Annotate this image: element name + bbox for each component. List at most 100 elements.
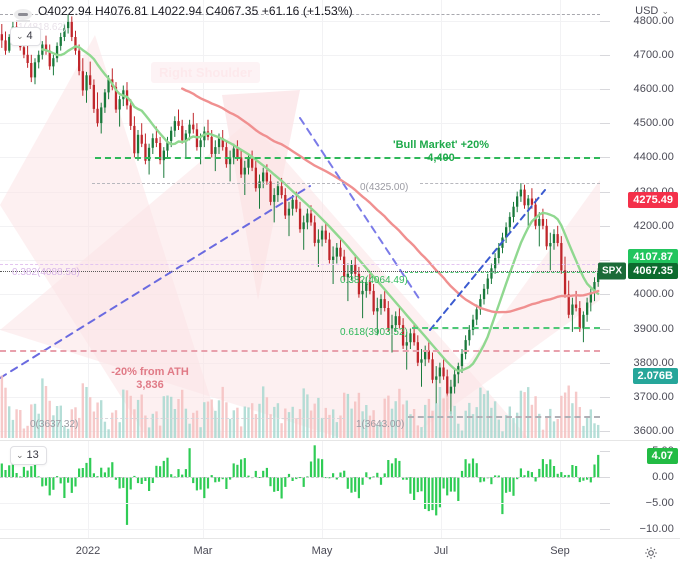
candle-body <box>151 138 154 148</box>
candle-body <box>398 316 401 326</box>
candle-body <box>512 206 515 217</box>
level-fib-0382-4064 <box>405 272 600 274</box>
sub-value-badge[interactable]: 4.07 <box>646 448 678 465</box>
candle-body <box>254 167 257 189</box>
gridline-horizontal <box>0 123 600 125</box>
histogram-bar <box>365 472 368 478</box>
indicator-axis[interactable]: 5.000.00−5.00−10.004.07 <box>600 441 680 539</box>
histogram-bar <box>424 477 427 509</box>
candle-body <box>251 158 254 168</box>
candle-body <box>232 148 235 158</box>
price-tick-label: 3900.00 <box>633 322 674 335</box>
histogram-bar <box>589 477 592 483</box>
volume-bar <box>501 431 504 438</box>
candle-body <box>516 196 519 207</box>
histogram-bar <box>92 473 95 478</box>
volume-bar <box>567 385 570 438</box>
histogram-bar <box>221 477 224 480</box>
histogram-bar <box>464 459 467 478</box>
candle-body <box>37 54 40 63</box>
candle-body <box>107 79 110 93</box>
candle-body <box>586 302 589 315</box>
time-axis[interactable]: 2022 Mar May Jul Sep <box>0 538 680 563</box>
volume-bar <box>30 404 33 438</box>
candle-body <box>320 230 324 240</box>
candle-body <box>354 264 357 274</box>
hide-icon[interactable] <box>12 6 34 26</box>
histogram-bar <box>505 477 508 493</box>
histogram-bar <box>30 466 33 478</box>
histogram-bar <box>541 459 544 478</box>
volume-bar <box>449 411 453 438</box>
gear-icon[interactable] <box>644 546 658 560</box>
last-price-badge[interactable]: 4067.35 <box>628 263 678 280</box>
indicator-plot-area[interactable] <box>0 441 600 539</box>
volume-bar <box>287 412 291 438</box>
candle-body <box>188 124 191 134</box>
candle-body <box>438 367 441 377</box>
volume-bar <box>497 419 500 438</box>
candle-body <box>192 124 195 130</box>
candle-body <box>55 45 59 59</box>
histogram-bar <box>269 477 272 487</box>
candle-body <box>387 308 390 329</box>
volume-bar <box>457 423 460 438</box>
volume-bar <box>416 425 419 438</box>
volume-bar <box>582 425 585 438</box>
candle-body <box>96 108 99 124</box>
candle-body <box>262 172 265 182</box>
volume-bar <box>192 412 195 438</box>
histogram-bar <box>431 477 434 511</box>
candle-body <box>482 288 486 300</box>
histogram-bar <box>575 466 578 478</box>
level-fib-0-4325 <box>420 183 600 185</box>
indicator-pane-collapse-button[interactable]: ⌄ 13 <box>10 446 47 465</box>
volume-bar <box>328 414 331 438</box>
volume-bar <box>273 406 276 438</box>
ma-green-badge[interactable]: 4107.87 <box>628 249 678 266</box>
ma-red-badge[interactable]: 4275.49 <box>628 192 678 208</box>
candle-body <box>258 181 261 189</box>
volume-bar <box>22 428 26 438</box>
volume-bar <box>552 421 556 438</box>
price-axis[interactable]: 4800.004700.004600.004500.004400.004300.… <box>598 0 680 438</box>
volume-badge[interactable]: 2.076B <box>632 368 678 385</box>
volume-bar <box>387 395 390 438</box>
histogram-bar <box>184 469 187 478</box>
candle-body <box>413 333 416 343</box>
time-tick-label: 2022 <box>75 545 101 557</box>
indicator-pane[interactable]: 5.000.00−5.00−10.004.07 <box>0 440 680 539</box>
volume-bar <box>516 412 519 438</box>
volume-bar <box>284 408 287 438</box>
main-plot-area[interactable]: 'Bull Market' +20% 4,400 -20% from ATH 3,83… <box>0 0 600 438</box>
gridline-horizontal <box>0 477 600 479</box>
currency-selector[interactable]: USD ⌄ <box>635 5 672 17</box>
main-pane-collapse-button[interactable]: ⌄ 4 <box>10 27 41 46</box>
histogram-bar <box>280 477 283 499</box>
candle-body <box>563 270 567 295</box>
main-chart-pane[interactable]: 'Bull Market' +20% 4,400 -20% from ATH 3,83… <box>0 0 680 438</box>
volume-bar <box>118 422 121 438</box>
volume-bar <box>225 402 228 438</box>
candle-body <box>78 50 81 72</box>
candle-body <box>571 304 574 315</box>
candle-body <box>497 247 500 258</box>
histogram-bar <box>435 477 438 516</box>
volume-bar <box>597 424 600 438</box>
histogram-bar <box>15 473 18 478</box>
level-ath-minus20 <box>0 350 600 353</box>
histogram-bar <box>494 475 497 478</box>
histogram-bar <box>571 465 574 478</box>
volume-bar <box>147 427 151 438</box>
volume-bar <box>89 397 92 438</box>
candle-body <box>574 304 578 308</box>
histogram-bar <box>383 473 386 478</box>
volume-bar <box>383 398 386 438</box>
candle-body <box>8 37 11 51</box>
histogram-bar <box>206 477 210 489</box>
volume-bar <box>512 418 515 438</box>
indicator-tick-mark <box>600 451 610 453</box>
hide-icon-bar <box>18 13 28 16</box>
histogram-bar <box>302 477 305 487</box>
